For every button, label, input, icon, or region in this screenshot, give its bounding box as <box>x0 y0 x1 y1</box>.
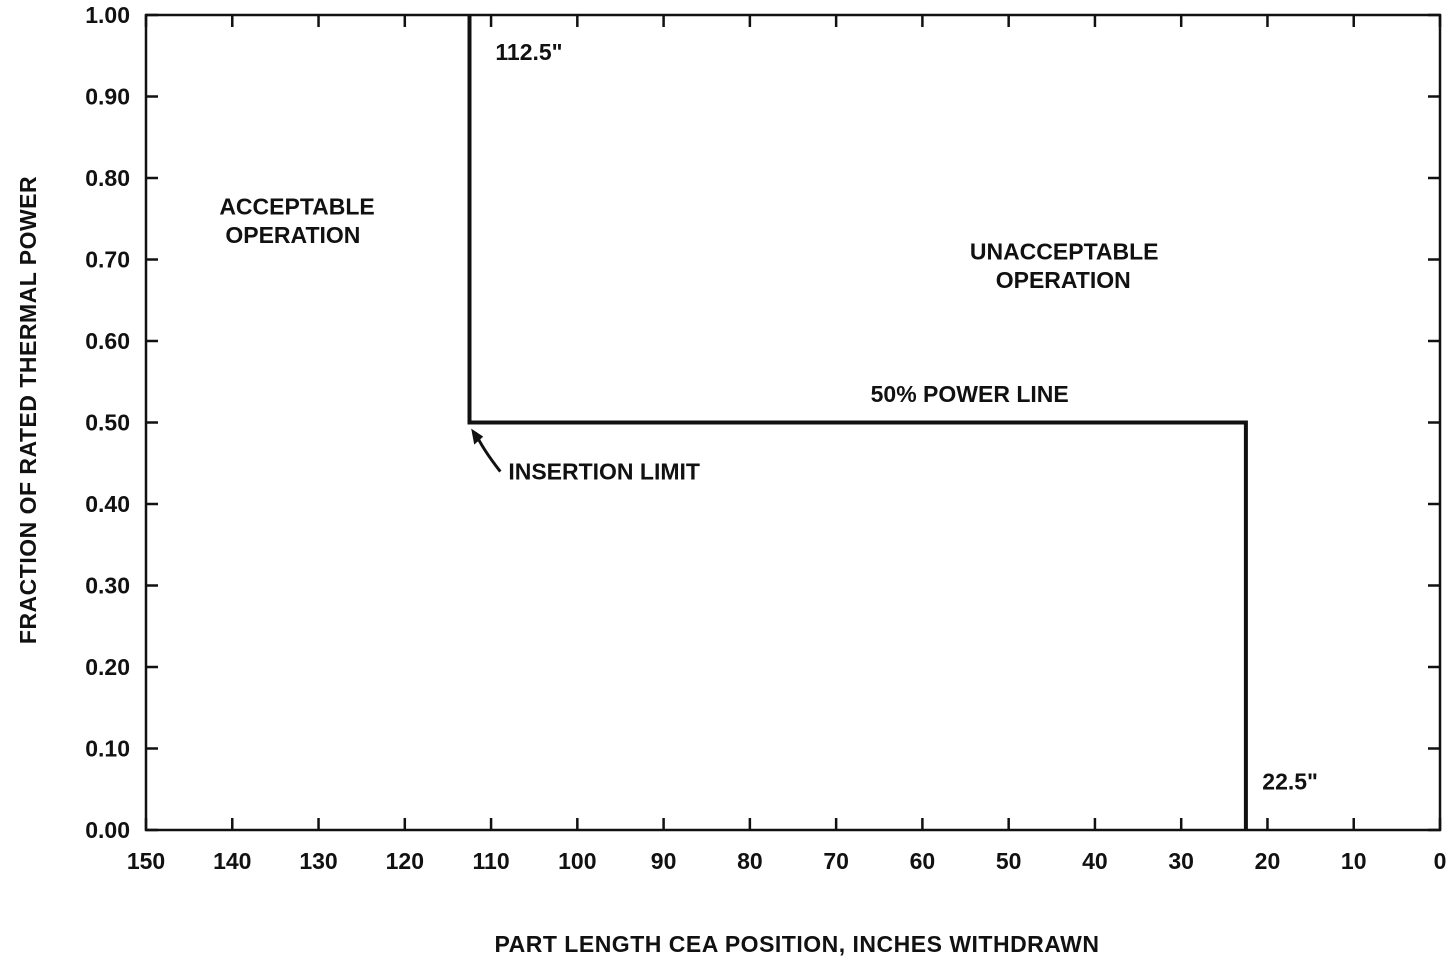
y-axis-title: FRACTION OF RATED THERMAL POWER <box>15 176 41 644</box>
y-tick-label: 0.90 <box>85 84 130 110</box>
annotation-label: ACCEPTABLE <box>219 194 374 220</box>
x-tick-label: 70 <box>823 848 849 874</box>
x-axis-ticks: 150 140 130 120 110 100 90 80 70 60 50 40 30 20 10 0 <box>127 15 1447 874</box>
x-tick-label: 50 <box>996 848 1022 874</box>
y-tick-label: 0.50 <box>85 410 130 436</box>
y-tick-label: 0.00 <box>85 817 130 843</box>
annotation-layer: 112.5" 22.5" 50% POWER LINE INSERTION LIMIT… <box>219 39 1318 794</box>
y-tick-label: 0.20 <box>85 654 130 680</box>
arrow-head <box>471 428 484 445</box>
annotation-label: OPERATION <box>996 267 1131 293</box>
y-tick-label: 0.60 <box>85 328 130 354</box>
y-tick-label: 0.80 <box>85 165 130 191</box>
y-tick-label: 0.30 <box>85 573 130 599</box>
limit-line <box>467 15 1248 830</box>
x-tick-label: 80 <box>737 848 763 874</box>
x-tick-label: 140 <box>213 848 251 874</box>
series-layer <box>467 15 1248 830</box>
x-tick-label: 0 <box>1434 848 1447 874</box>
y-tick-label: 0.70 <box>85 247 130 273</box>
x-tick-label: 40 <box>1082 848 1108 874</box>
x-tick-label: 10 <box>1341 848 1367 874</box>
y-axis-ticks: 0.00 0.10 0.20 0.30 0.40 0.50 0.60 0.70 0.80 0.90… <box>85 2 1440 843</box>
y-tick-label: 0.40 <box>85 491 130 517</box>
x-tick-label: 60 <box>910 848 936 874</box>
x-tick-label: 20 <box>1255 848 1281 874</box>
x-tick-label: 120 <box>386 848 424 874</box>
annotation-label: OPERATION <box>225 222 360 248</box>
x-tick-label: 30 <box>1168 848 1194 874</box>
y-tick-label: 0.10 <box>85 736 130 762</box>
x-axis-title: PART LENGTH CEA POSITION, INCHES WITHDRA… <box>495 931 1100 957</box>
x-tick-label: 90 <box>651 848 677 874</box>
x-tick-label: 130 <box>299 848 337 874</box>
x-tick-label: 100 <box>558 848 596 874</box>
annotation-label: 22.5" <box>1262 768 1318 794</box>
annotation-label: 112.5" <box>495 39 562 65</box>
annotation-label: 50% POWER LINE <box>871 381 1069 407</box>
x-tick-label: 110 <box>473 848 510 874</box>
annotation-label: INSERTION LIMIT <box>508 459 700 485</box>
x-tick-label: 150 <box>127 848 165 874</box>
y-tick-label: 1.00 <box>85 2 130 28</box>
annotation-label: UNACCEPTABLE <box>970 239 1159 265</box>
